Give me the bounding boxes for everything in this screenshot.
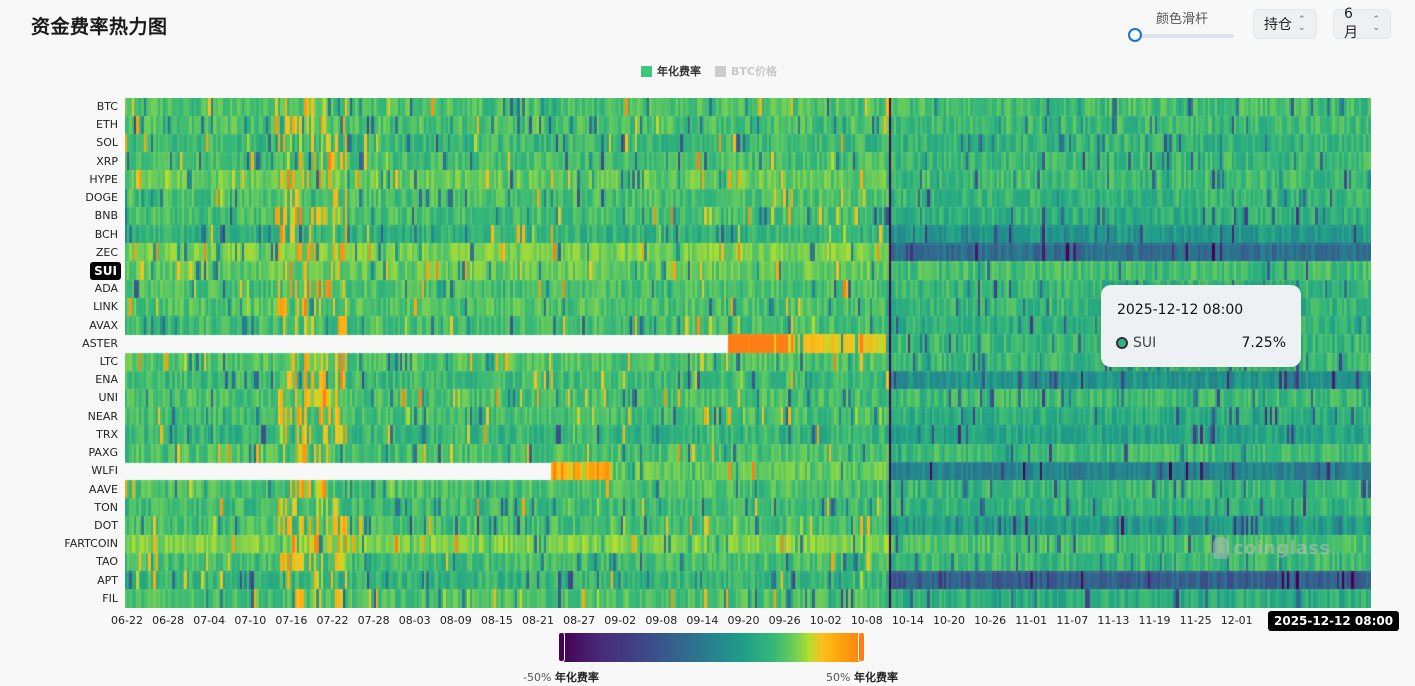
y-tick-label: AVAX [89, 318, 118, 332]
y-tick-label: DOT [94, 518, 118, 532]
y-tick-label: XRP [96, 154, 118, 168]
x-tick-label: 09-08 [645, 614, 678, 627]
y-tick-label: LINK [93, 300, 118, 314]
y-tick-label: SUI [90, 261, 121, 280]
x-tick-label: 06-22 [111, 614, 143, 627]
x-tick-label: 08-09 [439, 614, 472, 627]
y-tick-label: FARTCOIN [64, 537, 118, 551]
visual-map-colorbar[interactable] [562, 633, 864, 662]
tooltip-value: 7.25% [1241, 335, 1286, 351]
legend-swatch-icon [641, 65, 652, 77]
y-tick-label: ADA [94, 282, 118, 296]
y-tick-label: SOL [96, 136, 118, 150]
x-axis-pointer-label: 2025-12-12 08:00 [1268, 611, 1400, 631]
x-tick-label: 11-25 [1179, 614, 1212, 627]
legend-label: BTC价格 [731, 65, 777, 78]
y-tick-label: LTC [99, 355, 118, 368]
colorbar-min-label: -50% 年化费率 [523, 671, 599, 684]
coinglass-logo-icon [1213, 537, 1229, 559]
series-dot-icon [1116, 337, 1128, 349]
x-tick-label: 12-01 [1220, 614, 1253, 627]
color-slider-thumb[interactable] [1128, 28, 1142, 42]
tooltip-time: 2025-12-12 08:00 [1117, 302, 1244, 318]
y-tick-label: ETH [96, 118, 118, 132]
color-slider-track[interactable] [1134, 34, 1234, 38]
range-select[interactable]: 6月 ⌃ ⌄ [1333, 6, 1391, 41]
x-tick-label: 09-02 [604, 614, 637, 627]
y-tick-label: UNI [98, 391, 118, 405]
y-tick-label: TON [94, 500, 118, 514]
x-tick-label: 06-28 [152, 614, 185, 627]
y-tick-label: BCH [94, 227, 118, 241]
y-tick-label: BNB [94, 209, 118, 223]
x-tick-label: 07-04 [193, 614, 226, 627]
y-tick-label: PAXG [88, 446, 118, 460]
x-tick-label: 10-20 [933, 614, 965, 627]
x-tick-label: 07-28 [357, 614, 390, 627]
x-tick-label: 08-03 [398, 614, 431, 627]
coinglass-watermark: coinglass [1213, 537, 1330, 559]
x-tick-label: 11-19 [1138, 614, 1171, 627]
page-title: 资金费率热力图 [31, 16, 168, 38]
x-tick-label: 11-13 [1097, 614, 1130, 627]
y-tick-label: APT [97, 573, 118, 587]
x-tick-label: 09-14 [686, 614, 719, 627]
legend-item-funding-rate[interactable]: 年化费率 [641, 63, 701, 79]
x-tick-label: 11-07 [1056, 614, 1089, 627]
tooltip: 2025-12-12 08:00 SUI 7.25% [1101, 285, 1301, 367]
watermark-text: coinglass [1233, 537, 1331, 559]
legend-item-btc-price[interactable]: BTC价格 [715, 63, 777, 79]
legend-label: 年化费率 [657, 65, 701, 78]
y-tick-label: FIL [102, 591, 118, 605]
range-select-value: 6月 [1344, 6, 1358, 41]
metric-select[interactable]: 持仓 ⌃ ⌄ [1253, 9, 1317, 39]
x-tick-label: 08-27 [563, 614, 596, 627]
tooltip-symbol: SUI [1133, 335, 1157, 351]
color-slider[interactable]: 颜色滑杆 [1128, 6, 1236, 46]
y-tick-label: WLFI [91, 464, 118, 478]
x-tick-label: 07-10 [234, 614, 267, 627]
x-tick-label: 07-16 [275, 614, 308, 627]
y-tick-label: DOGE [85, 191, 118, 205]
y-tick-label: TRX [96, 427, 118, 441]
colorbar-max-handle[interactable] [858, 632, 865, 662]
legend-swatch-icon [715, 65, 726, 77]
x-tick-label: 10-08 [850, 614, 883, 627]
chevron-updown-icon: ⌃ ⌄ [1298, 15, 1306, 33]
y-tick-label: ASTER [82, 336, 118, 350]
color-slider-label: 颜色滑杆 [1155, 12, 1208, 27]
chevron-updown-icon: ⌃ ⌄ [1372, 15, 1380, 33]
x-tick-label: 08-15 [480, 614, 513, 627]
y-tick-label: HYPE [89, 172, 118, 186]
x-tick-label: 08-21 [522, 614, 554, 627]
colorbar-min-handle[interactable] [558, 632, 565, 662]
y-tick-label: AAVE [88, 482, 118, 496]
x-tick-label: 10-26 [974, 614, 1007, 627]
x-tick-label: 10-02 [809, 614, 842, 627]
y-tick-label: BTC [96, 100, 118, 113]
x-tick-label: 09-20 [727, 614, 760, 627]
colorbar-max-label: 50% 年化费率 [826, 671, 898, 684]
y-tick-label: NEAR [87, 409, 118, 423]
metric-select-value: 持仓 [1264, 17, 1292, 33]
x-tick-label: 11-01 [1015, 614, 1048, 627]
y-tick-label: ENA [95, 373, 118, 387]
x-tick-label: 10-14 [891, 614, 924, 627]
x-axis: 06-22 06-28 07-04 07-10 07-16 07-22 07-28 08-03… [0, 614, 1415, 630]
x-tick-label: 07-22 [316, 614, 349, 627]
x-tick-label: 09-26 [768, 614, 801, 627]
y-tick-label: ZEC [95, 245, 118, 259]
chart-legend: 年化费率 BTC价格 [641, 63, 777, 79]
y-tick-label: TAO [96, 555, 118, 569]
